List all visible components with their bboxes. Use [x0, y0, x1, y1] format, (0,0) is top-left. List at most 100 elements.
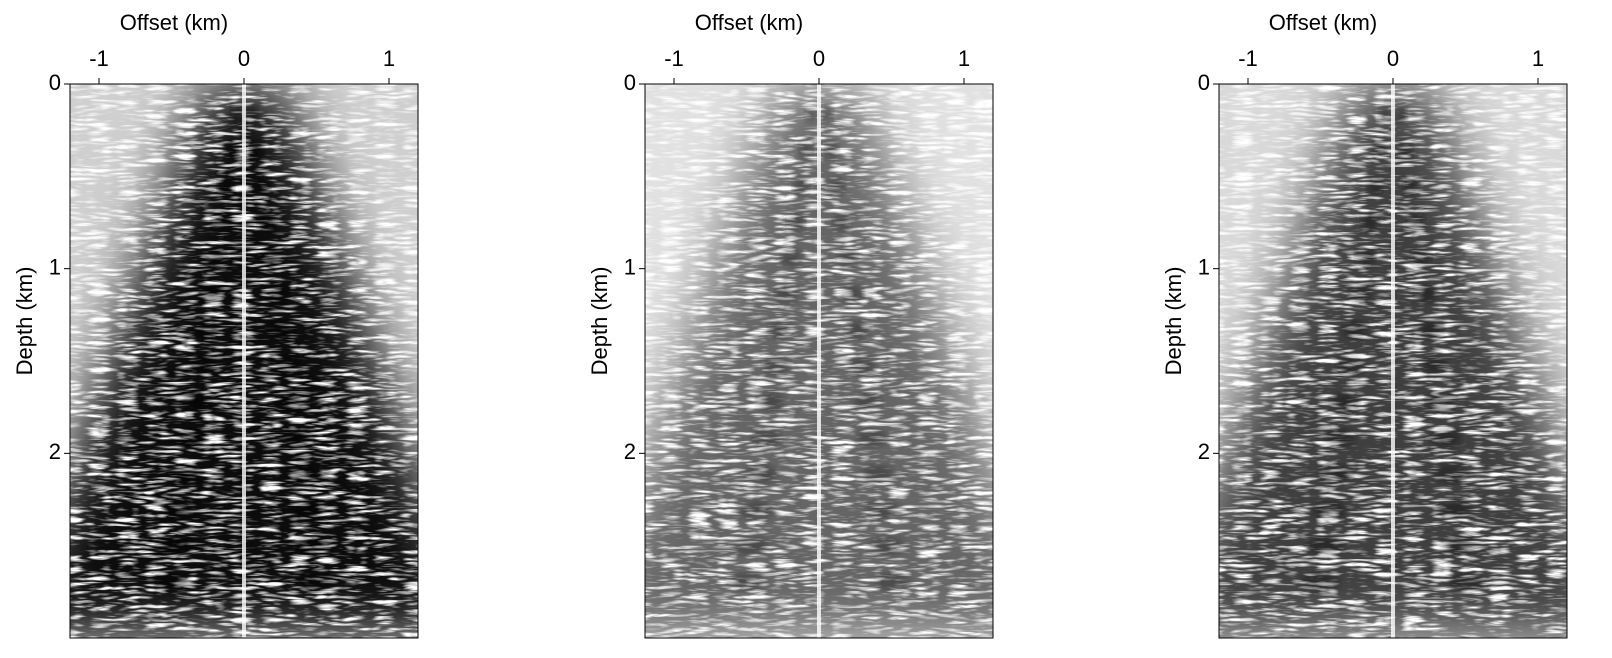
- image-feature: [212, 213, 230, 231]
- image-feature: [250, 141, 264, 159]
- image-feature: [1419, 321, 1443, 339]
- image-feature: [200, 285, 222, 303]
- x-axis-title: Offset (km): [120, 10, 228, 35]
- image-feature: [1361, 213, 1379, 231]
- image-feature: [757, 393, 785, 411]
- x-tick-label: -1: [89, 46, 109, 71]
- image-feature: [1447, 573, 1485, 591]
- image-feature: [1301, 573, 1339, 591]
- image-feature: [1307, 537, 1343, 555]
- y-tick-label: 1: [624, 254, 636, 279]
- x-tick-label: 0: [238, 46, 250, 71]
- image-feature: [763, 357, 789, 375]
- image-feature: [793, 177, 809, 195]
- image-feature: [849, 357, 875, 375]
- image-feature: [1407, 213, 1425, 231]
- image-feature: [1395, 105, 1407, 123]
- image-feature: [224, 141, 238, 159]
- image-feature: [1435, 465, 1467, 483]
- x-axis-title: Offset (km): [1269, 10, 1377, 35]
- image-feature: [1313, 501, 1347, 519]
- x-tick-label: 1: [1532, 46, 1544, 71]
- image-feature: [727, 573, 765, 591]
- image-feature: [230, 105, 242, 123]
- image-feature: [769, 321, 793, 339]
- image-feature: [845, 321, 869, 339]
- image-feature: [1325, 429, 1355, 447]
- image-feature: [1431, 429, 1461, 447]
- image-feature: [865, 501, 899, 519]
- image-feature: [298, 573, 336, 591]
- image-feature: [206, 249, 226, 267]
- image-feature: [1379, 105, 1391, 123]
- image-feature: [733, 537, 769, 555]
- image-feature: [1411, 249, 1431, 267]
- image-feature: [1337, 357, 1363, 375]
- image-feature: [873, 573, 911, 591]
- image-feature: [1349, 285, 1371, 303]
- seismic-image: [645, 84, 993, 638]
- image-feature: [751, 429, 781, 447]
- image-feature: [1331, 393, 1359, 411]
- image-feature: [274, 357, 300, 375]
- image-feature: [799, 141, 813, 159]
- panel: -1 0 1 0 1 2 Offset (km) Depth (km): [1161, 10, 1568, 639]
- image-feature: [188, 357, 214, 375]
- image-feature: [775, 285, 797, 303]
- image-feature: [787, 213, 805, 231]
- image-feature: [857, 429, 887, 447]
- image-feature: [1367, 177, 1383, 195]
- image-feature: [1443, 537, 1479, 555]
- y-tick-label: 2: [1198, 439, 1210, 464]
- image-feature: [1427, 393, 1455, 411]
- y-tick-label: 1: [49, 254, 61, 279]
- image-feature: [290, 501, 324, 519]
- image-feature: [262, 249, 282, 267]
- image-feature: [1403, 177, 1419, 195]
- image-feature: [282, 429, 312, 447]
- image-feature: [194, 321, 218, 339]
- image-feature: [1373, 141, 1387, 159]
- x-tick-label: 1: [958, 46, 970, 71]
- y-axis-title: Depth (km): [12, 267, 37, 376]
- image-feature: [270, 321, 294, 339]
- x-tick-label: -1: [1238, 46, 1258, 71]
- y-axis-title: Depth (km): [1161, 267, 1186, 376]
- image-feature: [258, 213, 276, 231]
- image-feature: [182, 393, 210, 411]
- image-feature: [170, 465, 202, 483]
- image-feature: [745, 465, 777, 483]
- seismic-image: [1219, 84, 1567, 638]
- image-feature: [176, 429, 206, 447]
- y-tick-label: 2: [49, 439, 61, 464]
- panel: -1 0 1 0 1 2 Offset (km) Depth (km): [587, 10, 994, 639]
- image-feature: [1439, 501, 1473, 519]
- y-tick-label: 0: [624, 70, 636, 95]
- image-feature: [739, 501, 773, 519]
- image-feature: [805, 105, 817, 123]
- x-tick-label: -1: [664, 46, 684, 71]
- x-tick-label: 1: [383, 46, 395, 71]
- seismic-image: [70, 84, 418, 638]
- x-tick-label: 0: [1387, 46, 1399, 71]
- x-axis-title: Offset (km): [695, 10, 803, 35]
- image-feature: [821, 105, 833, 123]
- image-feature: [833, 213, 851, 231]
- image-feature: [246, 105, 258, 123]
- image-feature: [218, 177, 234, 195]
- image-feature: [825, 141, 839, 159]
- y-tick-label: 2: [624, 439, 636, 464]
- image-feature: [164, 501, 198, 519]
- x-tick-label: 0: [813, 46, 825, 71]
- y-tick-label: 1: [1198, 254, 1210, 279]
- image-feature: [841, 285, 863, 303]
- image-feature: [1415, 285, 1437, 303]
- image-feature: [853, 393, 881, 411]
- image-feature: [266, 285, 288, 303]
- image-feature: [1355, 249, 1375, 267]
- image-feature: [158, 537, 194, 555]
- image-feature: [278, 393, 306, 411]
- image-feature: [1319, 465, 1351, 483]
- image-feature: [869, 537, 905, 555]
